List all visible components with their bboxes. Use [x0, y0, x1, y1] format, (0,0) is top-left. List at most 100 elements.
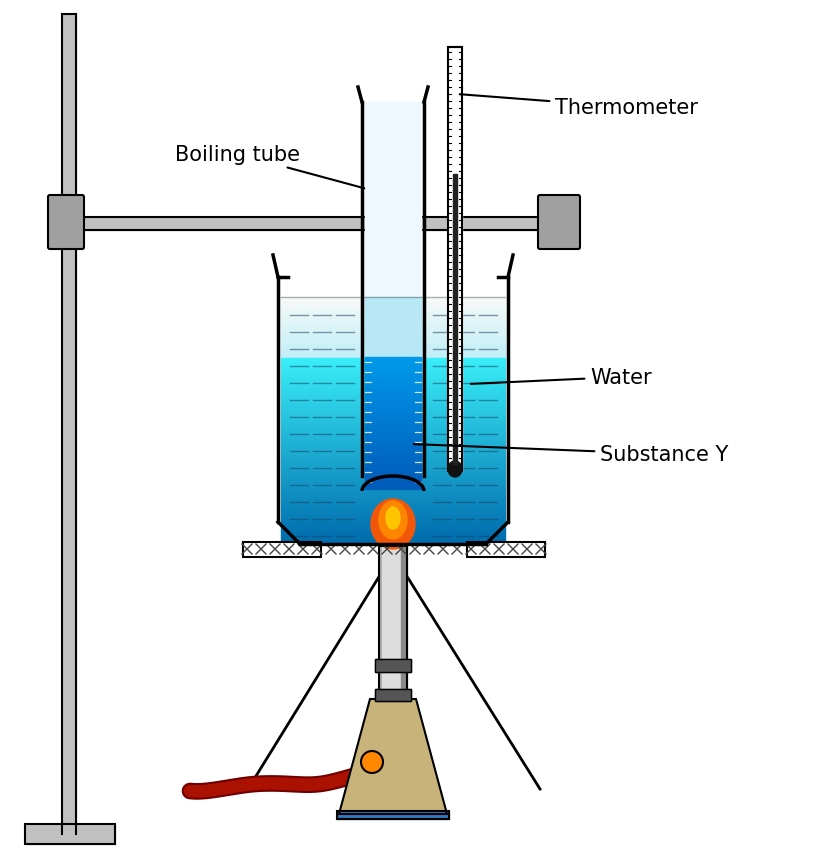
Bar	[281, 452, 505, 454]
Bar	[281, 462, 505, 464]
Bar	[281, 325, 505, 327]
Bar	[281, 410, 505, 412]
Bar	[281, 496, 505, 498]
Bar	[281, 469, 505, 471]
Bar	[281, 339, 505, 342]
Bar	[281, 425, 505, 428]
Bar	[281, 398, 505, 400]
FancyBboxPatch shape	[537, 196, 579, 250]
Bar	[281, 440, 505, 442]
Text: Boiling tube: Boiling tube	[174, 145, 364, 189]
Bar	[281, 373, 505, 376]
Bar	[364, 413, 420, 417]
Bar	[447, 48, 461, 471]
Bar	[281, 320, 505, 322]
Bar	[281, 354, 505, 356]
Bar	[364, 450, 420, 453]
Bar	[364, 453, 420, 457]
Bar	[364, 364, 420, 367]
Bar	[281, 305, 505, 308]
Bar	[281, 347, 505, 349]
Bar	[364, 430, 420, 434]
Polygon shape	[338, 699, 446, 814]
Bar	[364, 388, 420, 390]
Bar	[364, 417, 420, 420]
Bar	[364, 377, 420, 381]
Bar	[281, 491, 505, 493]
Bar	[281, 415, 505, 417]
Bar	[281, 314, 505, 317]
Bar	[281, 390, 505, 393]
Bar	[281, 525, 505, 527]
Bar	[374, 659, 410, 672]
Bar	[364, 394, 420, 397]
Bar	[281, 481, 505, 484]
Bar	[364, 423, 420, 427]
Bar	[337, 811, 449, 819]
Bar	[281, 310, 505, 313]
Bar	[378, 546, 406, 694]
Bar	[281, 352, 505, 354]
Ellipse shape	[447, 462, 461, 477]
Bar	[281, 308, 505, 310]
Bar	[281, 527, 505, 530]
Ellipse shape	[378, 502, 406, 539]
Bar	[364, 469, 420, 473]
Bar	[364, 457, 420, 460]
Bar	[281, 378, 505, 381]
Bar	[62, 15, 76, 834]
Bar	[281, 459, 505, 462]
Bar	[364, 384, 420, 388]
Bar	[281, 302, 505, 305]
Bar	[281, 532, 505, 535]
Ellipse shape	[370, 499, 414, 550]
Bar	[364, 446, 420, 450]
Bar	[281, 332, 505, 334]
Bar	[281, 400, 505, 403]
Bar	[281, 300, 505, 302]
Bar	[281, 435, 505, 437]
Bar	[281, 359, 505, 361]
Bar	[25, 824, 115, 844]
Bar	[374, 689, 410, 701]
Bar	[281, 381, 505, 383]
Bar	[364, 460, 420, 463]
Bar	[281, 471, 505, 474]
Bar	[281, 510, 505, 513]
Bar	[281, 442, 505, 445]
Ellipse shape	[386, 508, 400, 529]
Bar	[281, 364, 505, 366]
Bar	[364, 463, 420, 466]
Bar	[364, 358, 420, 361]
Bar	[281, 474, 505, 476]
Bar	[281, 540, 505, 543]
Bar	[378, 546, 406, 694]
Bar	[281, 464, 505, 467]
Bar	[281, 493, 505, 496]
Bar	[281, 486, 505, 488]
Bar	[281, 313, 505, 314]
Bar	[281, 337, 505, 339]
Bar	[281, 504, 505, 505]
Bar	[364, 390, 420, 394]
Bar	[400, 546, 405, 694]
Text: Thermometer: Thermometer	[459, 95, 697, 118]
Bar	[467, 543, 545, 557]
Bar	[281, 521, 505, 523]
Bar	[281, 476, 505, 479]
Bar	[281, 412, 505, 415]
Bar	[364, 434, 420, 437]
Bar	[281, 447, 505, 449]
Bar	[281, 488, 505, 491]
Bar	[281, 515, 505, 518]
Bar	[281, 505, 505, 508]
Bar	[364, 427, 420, 430]
Bar	[281, 369, 505, 371]
Bar	[467, 543, 545, 557]
Bar	[281, 366, 505, 369]
Bar	[364, 440, 420, 443]
Bar	[281, 449, 505, 452]
Bar	[281, 297, 505, 300]
Bar	[281, 479, 505, 481]
Bar	[281, 342, 505, 344]
